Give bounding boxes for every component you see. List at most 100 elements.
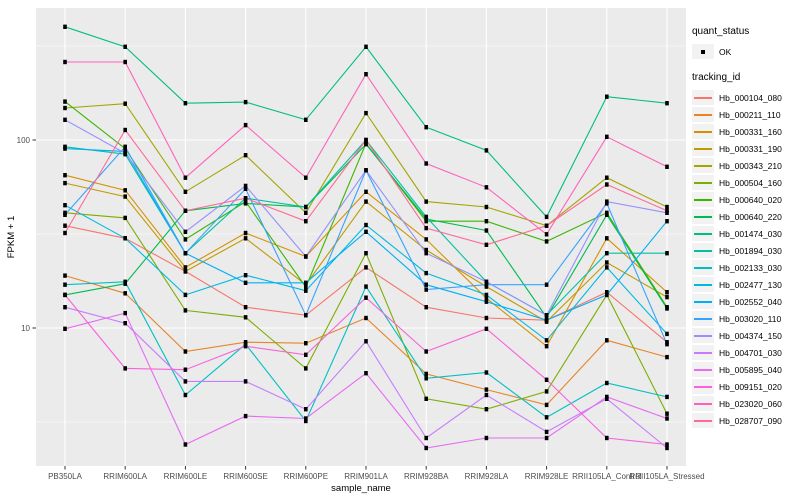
data-point (484, 296, 489, 301)
y-tick-label: 100 (17, 136, 31, 145)
tracking-id-legend-title: tracking_id (692, 72, 741, 83)
data-point (304, 407, 308, 412)
data-point (243, 236, 248, 241)
data-point (364, 265, 368, 270)
data-point (183, 251, 188, 256)
plot-panel (36, 8, 686, 466)
data-point (243, 183, 248, 189)
legend-line-icon (694, 198, 712, 201)
legend-entry-label: Hb_003020_110 (719, 313, 782, 324)
data-point (424, 287, 428, 292)
data-point (63, 99, 67, 104)
data-point (364, 72, 368, 77)
data-point (183, 367, 188, 372)
data-point (183, 175, 188, 180)
data-point (424, 225, 428, 231)
legend-entry-quant-status-ok: OK (692, 43, 798, 60)
data-point (243, 273, 248, 278)
legend-entry-Hb_004701_030: Hb_004701_030 (692, 344, 798, 361)
data-point (63, 180, 67, 186)
data-point (484, 219, 489, 224)
data-point (665, 445, 669, 451)
data-point (304, 341, 308, 346)
data-point (63, 173, 67, 178)
data-point (605, 212, 609, 217)
data-point (665, 442, 669, 447)
data-point (183, 101, 188, 106)
data-point (183, 189, 188, 194)
legend-line-icon (694, 385, 712, 388)
data-point (183, 269, 188, 274)
quant-status-legend-title: quant_status (692, 26, 750, 37)
legend-line-icon (694, 113, 712, 116)
data-point (63, 230, 67, 236)
data-point (364, 295, 368, 300)
legend-key-swatch (692, 158, 714, 173)
data-point (544, 232, 549, 237)
data-point (544, 338, 549, 343)
legend-entry-Hb_004374_150: Hb_004374_150 (692, 327, 798, 344)
legend-entry-Hb_023020_060: Hb_023020_060 (692, 395, 798, 412)
legend-key-swatch (692, 260, 714, 275)
legend-line-icon (694, 317, 712, 320)
data-point (364, 222, 368, 228)
data-point (183, 349, 188, 354)
data-point (364, 168, 368, 173)
data-point (123, 366, 127, 371)
x-tick-label: RRIM901LA (344, 472, 388, 481)
legend-entry-label: Hb_004701_030 (719, 347, 782, 358)
legend-entry-Hb_000104_080: Hb_000104_080 (692, 89, 798, 106)
data-point (304, 219, 308, 224)
data-point (63, 203, 67, 208)
legend-entry-label: Hb_000211_110 (719, 109, 781, 120)
data-point (484, 204, 489, 210)
legend-entry-label: Hb_001894_030 (719, 245, 782, 256)
data-point (243, 186, 248, 191)
data-point (544, 239, 549, 244)
data-point (605, 435, 609, 441)
x-tick-label: RRIM600PE (284, 472, 328, 481)
data-point (544, 435, 549, 441)
data-point (484, 299, 489, 304)
data-point (243, 379, 248, 384)
data-point (243, 305, 248, 310)
data-point (605, 380, 609, 386)
data-point (183, 229, 188, 234)
data-point (63, 212, 67, 217)
data-point (183, 237, 188, 242)
data-point (424, 435, 428, 441)
data-point (123, 44, 127, 49)
x-tick-label: RRIM928BA (404, 472, 449, 481)
data-point (304, 416, 308, 421)
data-point (364, 251, 368, 256)
black-square-point-icon (701, 49, 705, 54)
data-point (63, 105, 67, 111)
data-point (605, 134, 609, 139)
data-point (484, 435, 489, 441)
data-point (183, 208, 188, 213)
data-point (63, 282, 67, 287)
x-tick-label: RRIM600LA (103, 472, 147, 481)
quant-status-key (692, 44, 714, 59)
quant-status-label: OK (719, 46, 732, 57)
data-point (364, 229, 368, 234)
data-point (183, 392, 188, 398)
data-point (424, 282, 428, 287)
data-point (123, 144, 127, 149)
data-point (304, 284, 308, 290)
legend-entry-label: Hb_001474_030 (719, 228, 782, 239)
data-point (304, 175, 308, 180)
data-point (424, 237, 428, 242)
data-point (484, 326, 489, 331)
data-point (63, 59, 67, 65)
data-point (605, 94, 609, 99)
legend-entry-Hb_000331_160: Hb_000331_160 (692, 123, 798, 140)
data-point (123, 291, 127, 296)
data-point (304, 418, 308, 424)
data-point (424, 376, 428, 381)
data-point (424, 247, 428, 253)
data-point (424, 161, 428, 166)
data-point (544, 282, 549, 287)
